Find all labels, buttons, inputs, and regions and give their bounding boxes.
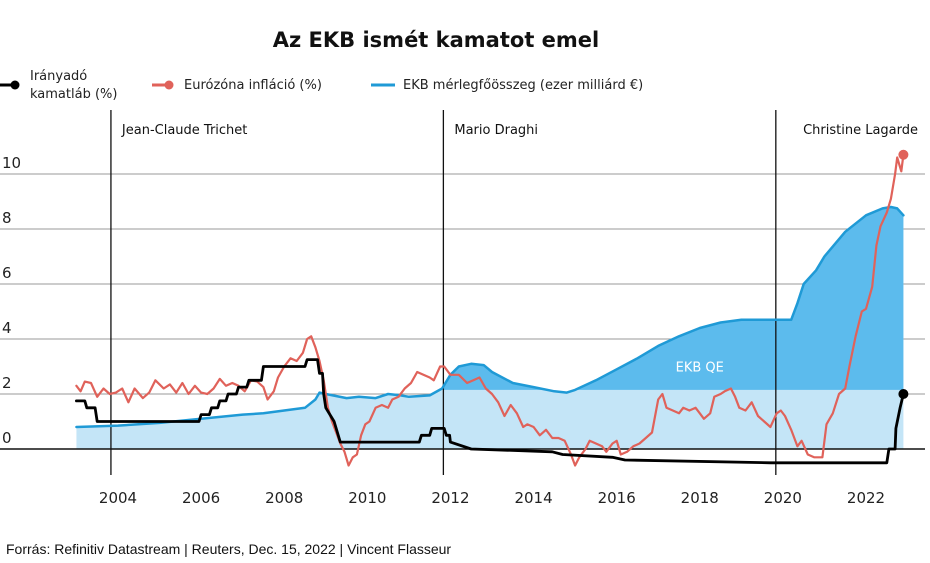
era-dividers: Jean-Claude Trichet Mario Draghi Christine… <box>0 110 925 475</box>
x-tick-label-2018: 2018 <box>681 489 719 507</box>
legend: Irányadó kamatláb (%) Eurózóna infláció … <box>0 69 643 102</box>
y-tick-label-2: 2 <box>2 374 12 392</box>
x-tick-label-2006: 2006 <box>182 489 220 507</box>
x-axis-ticks: 2004 2006 2008 2010 2012 2014 2016 2018 2020 2022 <box>99 489 885 507</box>
x-tick-label-2022: 2022 <box>847 489 885 507</box>
series-lines <box>75 149 909 467</box>
x-tick-label-2016: 2016 <box>598 489 636 507</box>
x-tick-label-2020: 2020 <box>764 489 802 507</box>
legend-item-policy-rate: Irányadó kamatláb (%) <box>0 69 117 102</box>
y-tick-label-8: 8 <box>2 209 12 227</box>
legend-item-inflation: Eurózóna infláció (%) <box>152 78 322 93</box>
era-label-1: Mario Draghi <box>454 123 538 138</box>
end-marker-policy-rate <box>898 389 909 399</box>
era-label-2: Christine Lagarde <box>803 123 918 138</box>
source-note: Forrás: Refinitiv Datastream | Reuters, … <box>6 541 451 557</box>
x-tick-label-2010: 2010 <box>348 489 386 507</box>
era-label-0: Jean-Claude Trichet <box>121 123 247 138</box>
x-tick-label-2014: 2014 <box>514 489 552 507</box>
legend-label-policy-rate-line1: Irányadó <box>30 69 87 84</box>
y-axis-ticks: 0 2 4 6 8 10 <box>2 154 21 447</box>
balance-sheet-area-qe <box>439 207 904 390</box>
x-tick-label-2012: 2012 <box>431 489 469 507</box>
end-marker-inflation <box>898 149 909 160</box>
legend-item-balance-sheet: EKB mérlegfőösszeg (ezer milliárd €) <box>371 78 643 93</box>
x-tick-label-2004: 2004 <box>99 489 137 507</box>
legend-label-policy-rate-line2: kamatláb (%) <box>30 87 117 102</box>
series-line-balance-sheet <box>75 205 905 429</box>
y-tick-label-0: 0 <box>2 429 12 447</box>
y-tick-label-4: 4 <box>2 319 12 337</box>
series-line-inflation <box>75 153 905 467</box>
qe-annotation: EKB QE <box>676 361 724 376</box>
legend-dot-policy-rate <box>10 80 20 90</box>
series-line-policy-rate <box>75 358 905 465</box>
balance-sheet-area <box>76 207 904 449</box>
y-tick-label-10: 10 <box>2 154 21 172</box>
legend-dot-inflation <box>164 80 174 90</box>
x-tick-label-2008: 2008 <box>265 489 303 507</box>
y-tick-label-6: 6 <box>2 264 12 282</box>
chart-title: Az EKB ismét kamatot emel <box>273 28 599 52</box>
legend-label-balance-sheet: EKB mérlegfőösszeg (ezer milliárd €) <box>403 78 643 93</box>
legend-label-inflation: Eurózóna infláció (%) <box>184 78 322 93</box>
